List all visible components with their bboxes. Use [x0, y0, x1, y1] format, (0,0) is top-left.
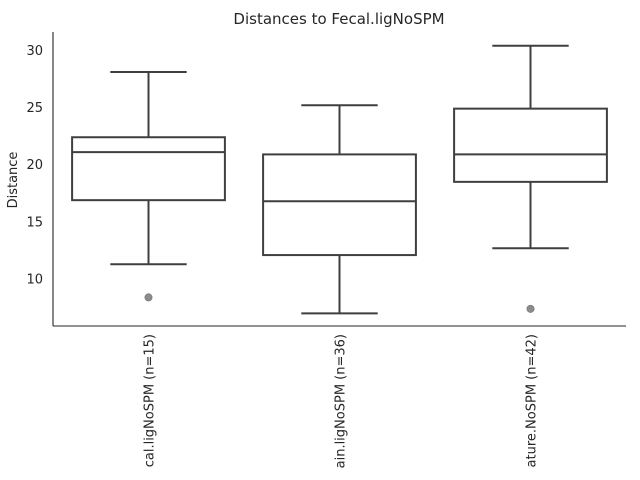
box-iqr: [262, 153, 417, 257]
box-group: [262, 104, 417, 315]
y-tick-label: 25: [26, 101, 43, 116]
y-ticks: 10 15 20 25 30: [26, 44, 43, 288]
x-ticks: cal.ligNoSPM (n=15) ain.ligNoSPM (n=36) at…: [143, 334, 540, 468]
x-tick-label: cal.ligNoSPM (n=15): [143, 334, 158, 467]
y-tick-label: 10: [26, 273, 43, 288]
y-tick-label: 15: [26, 215, 43, 230]
boxes: [71, 44, 608, 315]
x-tick-label: ain.ligNoSPM (n=36): [334, 334, 349, 468]
outlier-point: [526, 304, 535, 313]
y-axis-label: Distance: [6, 152, 21, 209]
y-tick-label: 30: [26, 44, 43, 59]
chart-title: Distances to Fecal.ligNoSPM: [233, 10, 444, 28]
box-iqr: [71, 136, 226, 202]
box-group: [453, 44, 608, 313]
box-iqr: [453, 107, 608, 183]
axes: [52, 32, 626, 327]
outlier-point: [144, 293, 153, 302]
y-tick-label: 20: [26, 158, 43, 173]
x-tick-label: ature.NoSPM (n=42): [525, 334, 540, 467]
box-group: [71, 71, 226, 302]
